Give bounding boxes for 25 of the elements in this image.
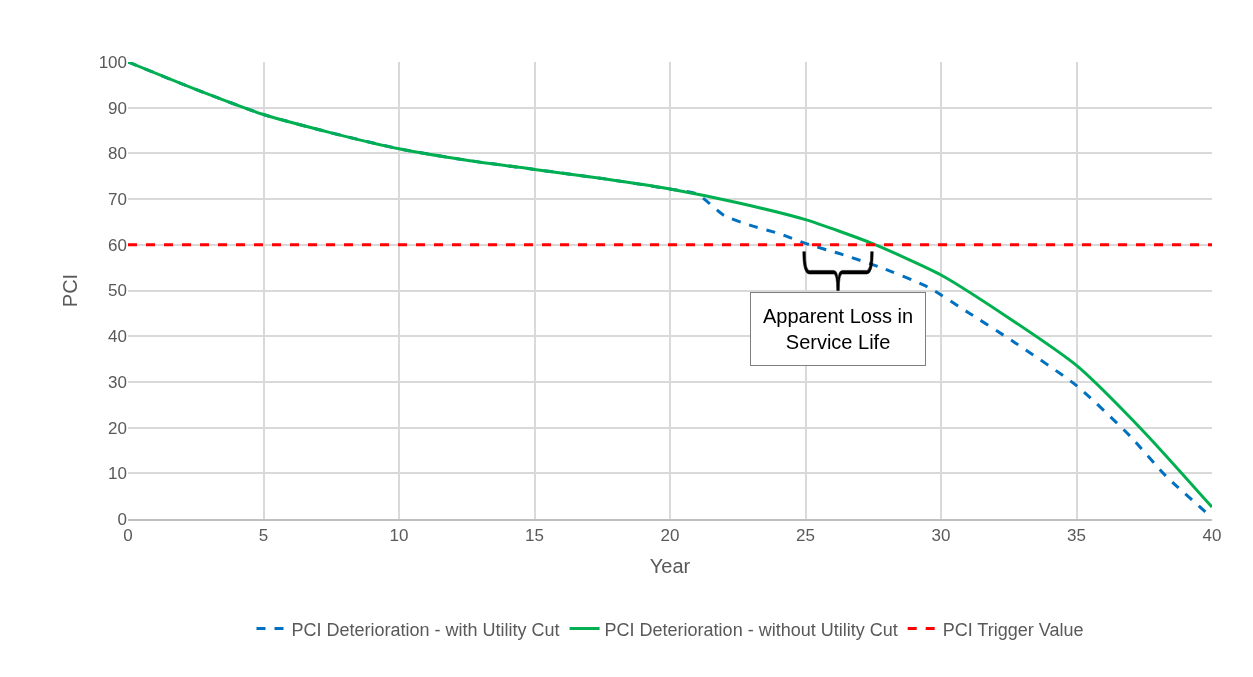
x-tick-label: 35: [1067, 526, 1086, 546]
x-tick-label: 15: [525, 526, 544, 546]
y-tick-label: 50: [108, 281, 127, 301]
y-tick-label: 30: [108, 372, 127, 392]
x-tick-label: 25: [796, 526, 815, 546]
x-tick-label: 10: [389, 526, 409, 546]
y-axis-title: PCI: [59, 273, 82, 308]
x-tick-label: 30: [931, 526, 951, 546]
annotation: Apparent Loss in Service Life: [763, 305, 914, 353]
x-tick-label: 40: [1202, 526, 1222, 546]
x-axis-title: Year: [649, 555, 691, 578]
y-tick-label: 20: [108, 418, 127, 438]
x-tick-label: 20: [660, 526, 680, 546]
y-tick-label: 80: [108, 144, 127, 164]
y-tick-label: 40: [108, 327, 127, 347]
x-tick-label: 5: [258, 526, 269, 546]
y-tick-label: 70: [108, 190, 127, 210]
y-tick-label: 60: [108, 235, 127, 255]
y-tick-label: 90: [108, 98, 127, 118]
y-tick-label: 10: [108, 464, 127, 484]
legend-label: PCI Trigger Value: [942, 619, 1084, 640]
y-tick-label: 0: [117, 509, 127, 529]
legend-label: PCI Deterioration - without Utility Cut: [604, 619, 898, 640]
legend-label: PCI Deterioration - with Utility Cut: [291, 619, 560, 640]
y-tick-label: 100: [98, 52, 127, 72]
